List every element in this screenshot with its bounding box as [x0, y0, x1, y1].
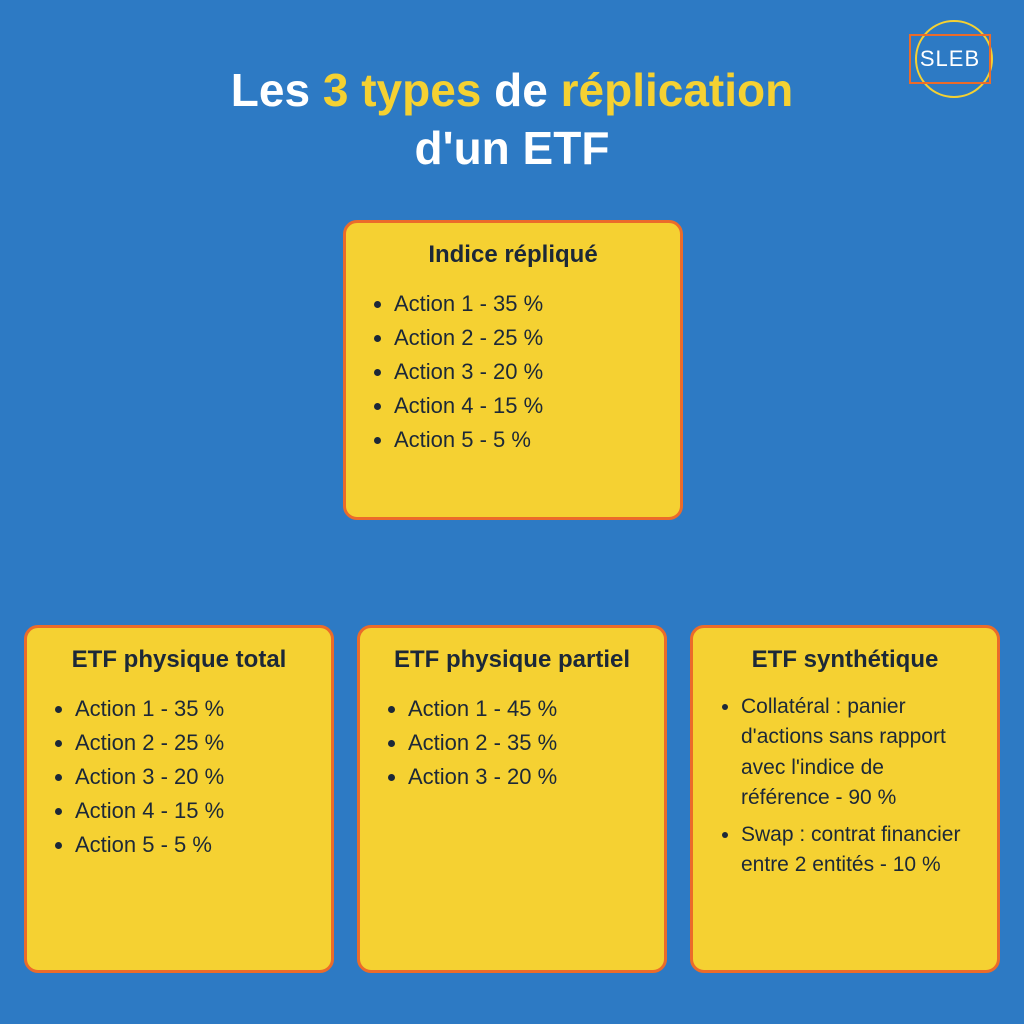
list-item: Action 2 - 25 % — [75, 726, 309, 760]
card-list: Action 1 - 35 % Action 2 - 25 % Action 3… — [368, 287, 658, 457]
title-part-3: de — [481, 64, 560, 116]
list-item: Action 5 - 5 % — [75, 828, 309, 862]
list-item: Action 2 - 25 % — [394, 321, 658, 355]
list-item: Action 4 - 15 % — [75, 794, 309, 828]
list-item: Action 1 - 35 % — [394, 287, 658, 321]
title-part-5: d'un ETF — [415, 122, 610, 174]
list-item: Action 3 - 20 % — [394, 355, 658, 389]
list-item: Action 2 - 35 % — [408, 726, 642, 760]
card-title: ETF physique total — [49, 646, 309, 674]
card-etf-synthetique: ETF synthétique Collatéral : panier d'ac… — [690, 625, 1000, 973]
list-item: Action 4 - 15 % — [394, 389, 658, 423]
title-part-2: 3 types — [323, 64, 482, 116]
list-item: Swap : contrat financier entre 2 entités… — [741, 820, 975, 881]
card-etf-physique-total: ETF physique total Action 1 - 35 % Actio… — [24, 625, 334, 973]
card-etf-physique-partiel: ETF physique partiel Action 1 - 45 % Act… — [357, 625, 667, 973]
card-list: Action 1 - 45 % Action 2 - 35 % Action 3… — [382, 692, 642, 794]
card-list: Collatéral : panier d'actions sans rappo… — [715, 692, 975, 881]
card-title: Indice répliqué — [368, 241, 658, 269]
list-item: Action 1 - 45 % — [408, 692, 642, 726]
list-item: Action 3 - 20 % — [75, 760, 309, 794]
list-item: Action 3 - 20 % — [408, 760, 642, 794]
card-title: ETF physique partiel — [382, 646, 642, 674]
page-title: Les 3 types de réplication d'un ETF — [0, 62, 1024, 177]
card-title: ETF synthétique — [715, 646, 975, 674]
card-indice-replique: Indice répliqué Action 1 - 35 % Action 2… — [343, 220, 683, 520]
title-part-4: réplication — [561, 64, 794, 116]
list-item: Action 1 - 35 % — [75, 692, 309, 726]
title-part-1: Les — [231, 64, 323, 116]
list-item: Action 5 - 5 % — [394, 423, 658, 457]
list-item: Collatéral : panier d'actions sans rappo… — [741, 692, 975, 814]
card-list: Action 1 - 35 % Action 2 - 25 % Action 3… — [49, 692, 309, 862]
